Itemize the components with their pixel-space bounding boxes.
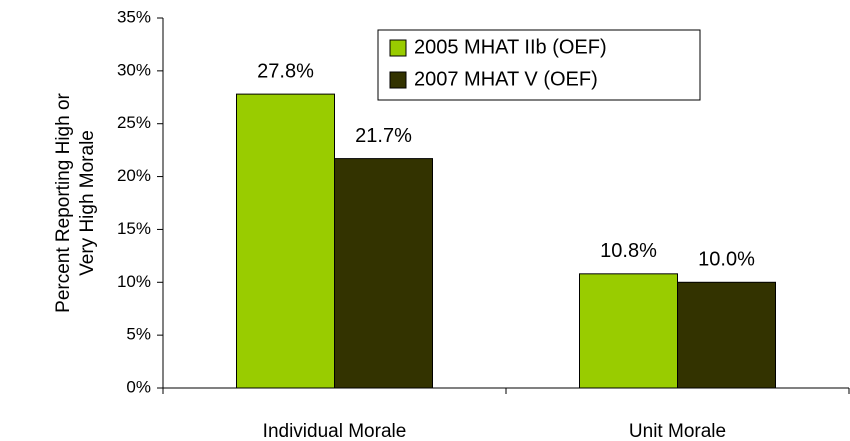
value-label: 27.8% [257, 60, 314, 82]
y-axis-label: Very High Morale [77, 130, 98, 276]
legend-swatch [389, 39, 407, 57]
x-tick-label: Individual Morale [263, 421, 407, 441]
y-tick-label: 10% [117, 272, 151, 291]
y-tick-label: 0% [126, 377, 151, 396]
value-label: 10.0% [698, 249, 755, 271]
bar [579, 273, 678, 389]
legend-box [377, 29, 701, 101]
value-label: 21.7% [355, 125, 412, 147]
y-tick-label: 20% [117, 166, 151, 185]
bar [334, 158, 433, 389]
value-label: 10.8% [600, 240, 657, 262]
y-tick-label: 15% [117, 219, 151, 238]
bar [236, 93, 335, 389]
legend-label: 2007 MHAT V (OEF) [414, 68, 598, 90]
y-tick-label: 5% [126, 325, 151, 344]
y-axis-label: Percent Reporting High or [53, 92, 74, 312]
legend-label: 2005 MHAT IIb (OEF) [414, 36, 607, 58]
legend-swatch [389, 71, 407, 89]
x-tick-label: Unit Morale [629, 421, 726, 441]
bar [677, 281, 776, 389]
y-tick-label: 35% [117, 7, 151, 26]
y-tick-label: 30% [117, 60, 151, 79]
y-tick-label: 25% [117, 113, 151, 132]
